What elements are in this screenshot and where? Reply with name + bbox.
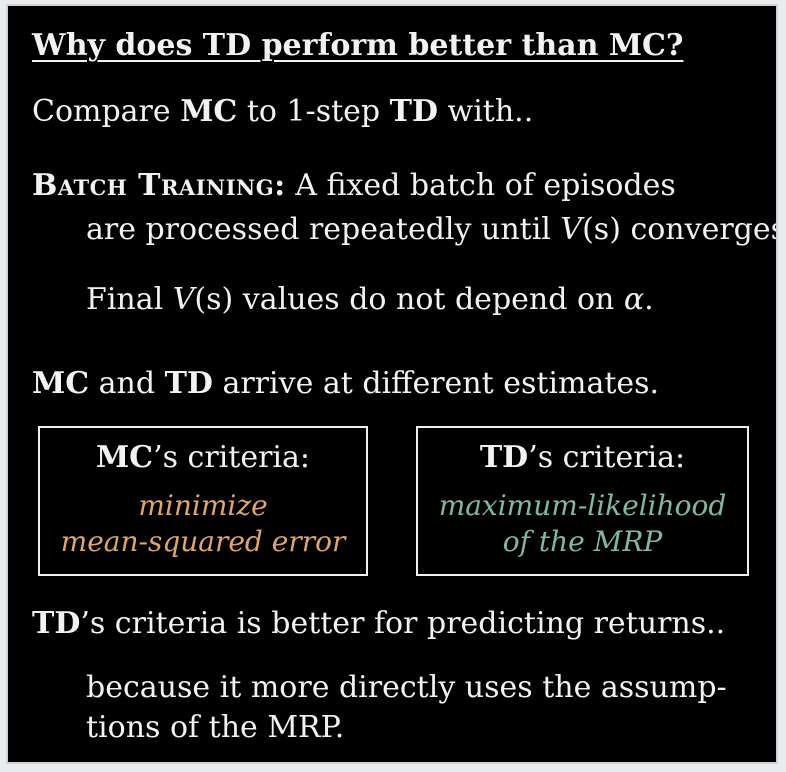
td-criteria-heading: TD’s criteria:	[418, 440, 747, 476]
batch-line2-pre: are processed repeatedly until	[86, 212, 561, 247]
td-criteria-line-1: maximum-likelihood	[438, 489, 727, 522]
mc-criteria-line-1: minimize	[138, 489, 268, 522]
batch-s: (s)	[582, 212, 621, 247]
compare-pre: Compare	[32, 94, 181, 129]
final-s: (s)	[194, 282, 234, 317]
alpha-symbol: α	[623, 282, 645, 317]
conclusion-rest: ’s criteria is better for predicting ret…	[80, 606, 726, 641]
batch-training-label: Batch Training:	[32, 168, 286, 203]
batch-line-2: are processed repeatedly until V(s) conv…	[86, 212, 776, 248]
batch-v: V	[560, 212, 583, 247]
final-line: Final V(s) values do not depend on α.	[86, 282, 654, 318]
mc-criteria-head-rest: ’s criteria:	[153, 440, 311, 475]
td-criteria-text: maximum-likelihood of the MRP	[418, 488, 747, 560]
final-pre: Final	[86, 282, 173, 317]
compare-post: with..	[437, 94, 534, 129]
compare-mc: MC	[180, 94, 238, 129]
batch-line1-rest: A fixed batch of episodes	[285, 168, 676, 203]
final-mid: values do not depend on	[233, 282, 624, 317]
estimates-and: and	[89, 366, 165, 401]
mc-criteria-head-bold: MC	[95, 440, 154, 475]
compare-mid: to 1-step	[237, 94, 390, 129]
because-line-2: tions of the MRP.	[86, 710, 345, 745]
td-criteria-box: TD’s criteria: maximum-likelihood of the…	[416, 426, 749, 576]
mc-criteria-box: MC’s criteria: minimize mean-squared err…	[38, 426, 368, 576]
conclusion-line: TD’s criteria is better for predicting r…	[32, 606, 725, 642]
batch-line2-post: converges.	[630, 212, 776, 247]
because-line-1: because it more directly uses the assump…	[86, 670, 727, 705]
batch-line-1: Batch Training: A fixed batch of episode…	[32, 168, 676, 204]
compare-td: TD	[389, 94, 438, 129]
estimates-line: MC and TD arrive at different estimates.	[32, 366, 659, 402]
mc-criteria-heading: MC’s criteria:	[40, 440, 366, 476]
conclusion-td: TD	[32, 606, 81, 641]
mc-criteria-text: minimize mean-squared error	[40, 488, 366, 560]
td-criteria-head-rest: ’s criteria:	[528, 440, 686, 475]
estimates-mc: MC	[32, 366, 90, 401]
final-v: V	[172, 282, 195, 317]
td-criteria-head-bold: TD	[479, 440, 529, 475]
final-post: .	[644, 282, 654, 317]
mc-criteria-line-2: mean-squared error	[60, 525, 346, 558]
slide: Why does TD perform better than MC? Comp…	[6, 4, 778, 764]
estimates-td: TD	[164, 366, 213, 401]
compare-line: Compare MC to 1-step TD with..	[32, 94, 533, 130]
td-criteria-line-2: of the MRP	[502, 525, 663, 558]
slide-title: Why does TD perform better than MC?	[32, 28, 684, 63]
estimates-post: arrive at different estimates.	[212, 366, 660, 401]
